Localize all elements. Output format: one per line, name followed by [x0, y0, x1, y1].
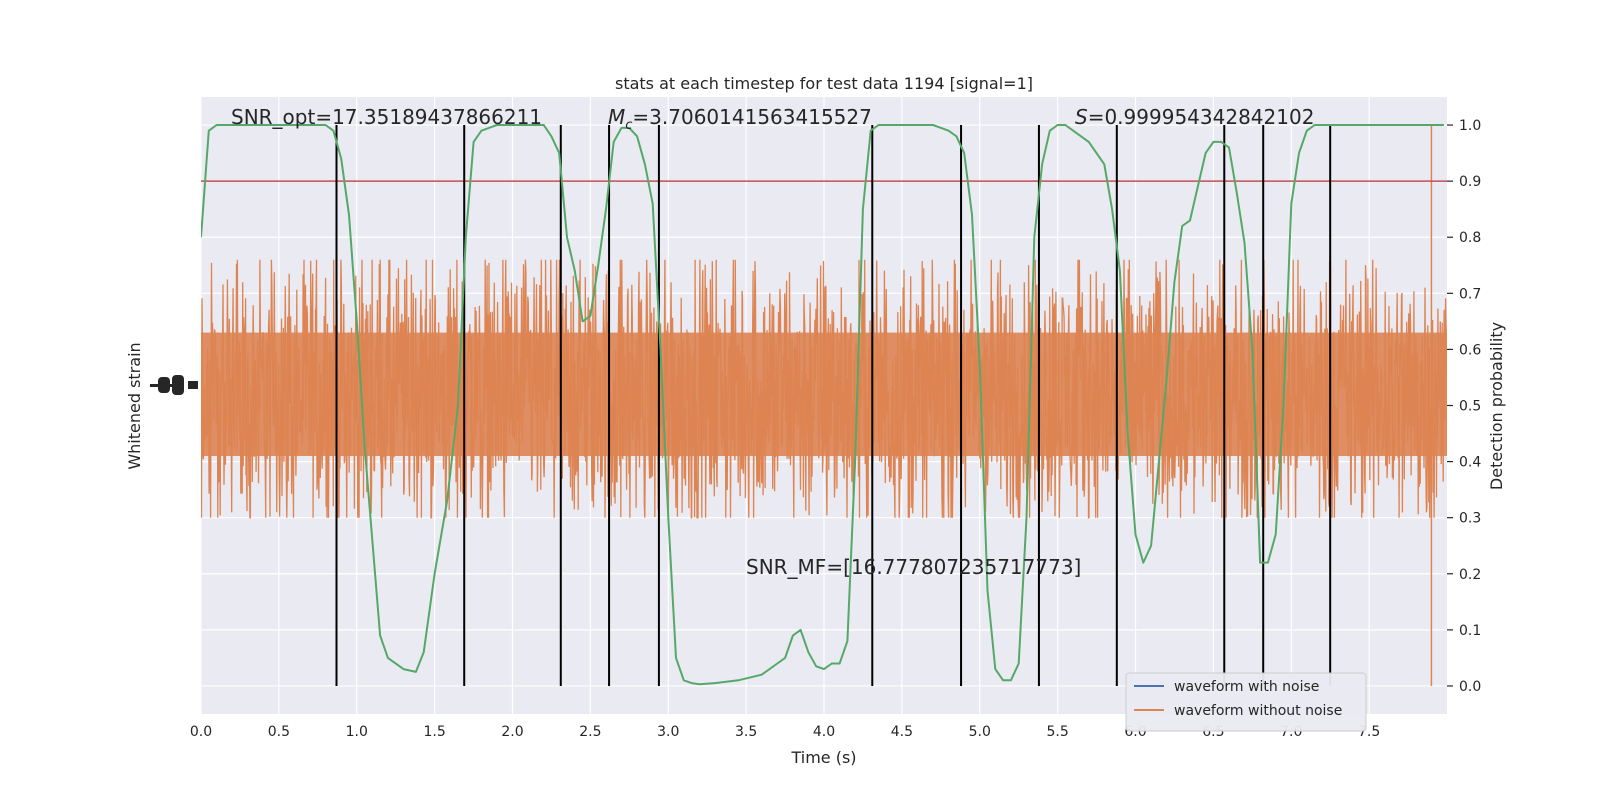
y-tick-label-1: 0.1 — [1459, 623, 1481, 639]
y-tick-label-3: 0.3 — [1459, 511, 1481, 527]
y-tick-label-7: 0.7 — [1459, 286, 1481, 302]
y-tick-label-5: 0.5 — [1459, 399, 1481, 415]
noise-core — [201, 332, 1447, 456]
y-tick-label-9: 0.9 — [1459, 174, 1481, 190]
event-lines — [335, 125, 1332, 686]
x-tick-label-10: 5.0 — [969, 724, 991, 740]
x-tick-label-11: 5.5 — [1046, 724, 1068, 740]
legend-label-with-noise: waveform with noise — [1174, 679, 1319, 695]
x-tick-label-0: 0.0 — [190, 724, 212, 740]
chirp-mass-annotation: Mc=3.7060141563415527 — [608, 105, 872, 133]
y-left-axis-label: Whitened strain — [125, 342, 144, 469]
noise-series — [201, 125, 1447, 686]
y-tick-label-0: 0.0 — [1459, 679, 1481, 695]
legend: waveform with noise waveform without noi… — [1125, 672, 1367, 732]
x-tick-label-2: 1.0 — [346, 724, 368, 740]
x-tick-label-4: 2.0 — [501, 724, 523, 740]
legend-label-without-noise: waveform without noise — [1174, 703, 1342, 719]
s-annotation: S=0.999954342842102 — [1075, 105, 1314, 129]
x-tick-label-3: 1.5 — [423, 724, 445, 740]
y-tick-label-8: 0.8 — [1459, 230, 1481, 246]
x-tick-label-9: 4.5 — [891, 724, 913, 740]
y-right-axis-label: Detection probability — [1487, 322, 1506, 490]
legend-box — [1125, 672, 1367, 732]
probability-series — [201, 124, 1444, 686]
x-axis-label: Time (s) — [790, 748, 856, 767]
snr-opt-annotation: SNR_opt=17.35189437866211 — [231, 105, 542, 129]
x-tick-label-8: 4.0 — [813, 724, 835, 740]
x-tick-label-1: 0.5 — [268, 724, 290, 740]
snr-mf-annotation: SNR_MF=[16.777807235717773] — [746, 555, 1081, 579]
y-tick-label-10: 1.0 — [1459, 118, 1481, 134]
x-tick-label-7: 3.5 — [735, 724, 757, 740]
probability-line — [201, 124, 1444, 686]
y-tick-label-4: 0.4 — [1459, 455, 1481, 471]
chart-title: stats at each timestep for test data 119… — [615, 74, 1033, 93]
y-tick-label-2: 0.2 — [1459, 567, 1481, 583]
x-tick-label-5: 2.5 — [579, 724, 601, 740]
x-tick-label-6: 3.0 — [657, 724, 679, 740]
left-axis-ticks — [150, 375, 198, 395]
y-right-axis-ticks: 0.0 0.1 0.2 0.3 0.4 0.5 0.6 0.7 0.8 0.9 1.0 — [1447, 118, 1481, 695]
y-tick-label-6: 0.6 — [1459, 342, 1481, 358]
